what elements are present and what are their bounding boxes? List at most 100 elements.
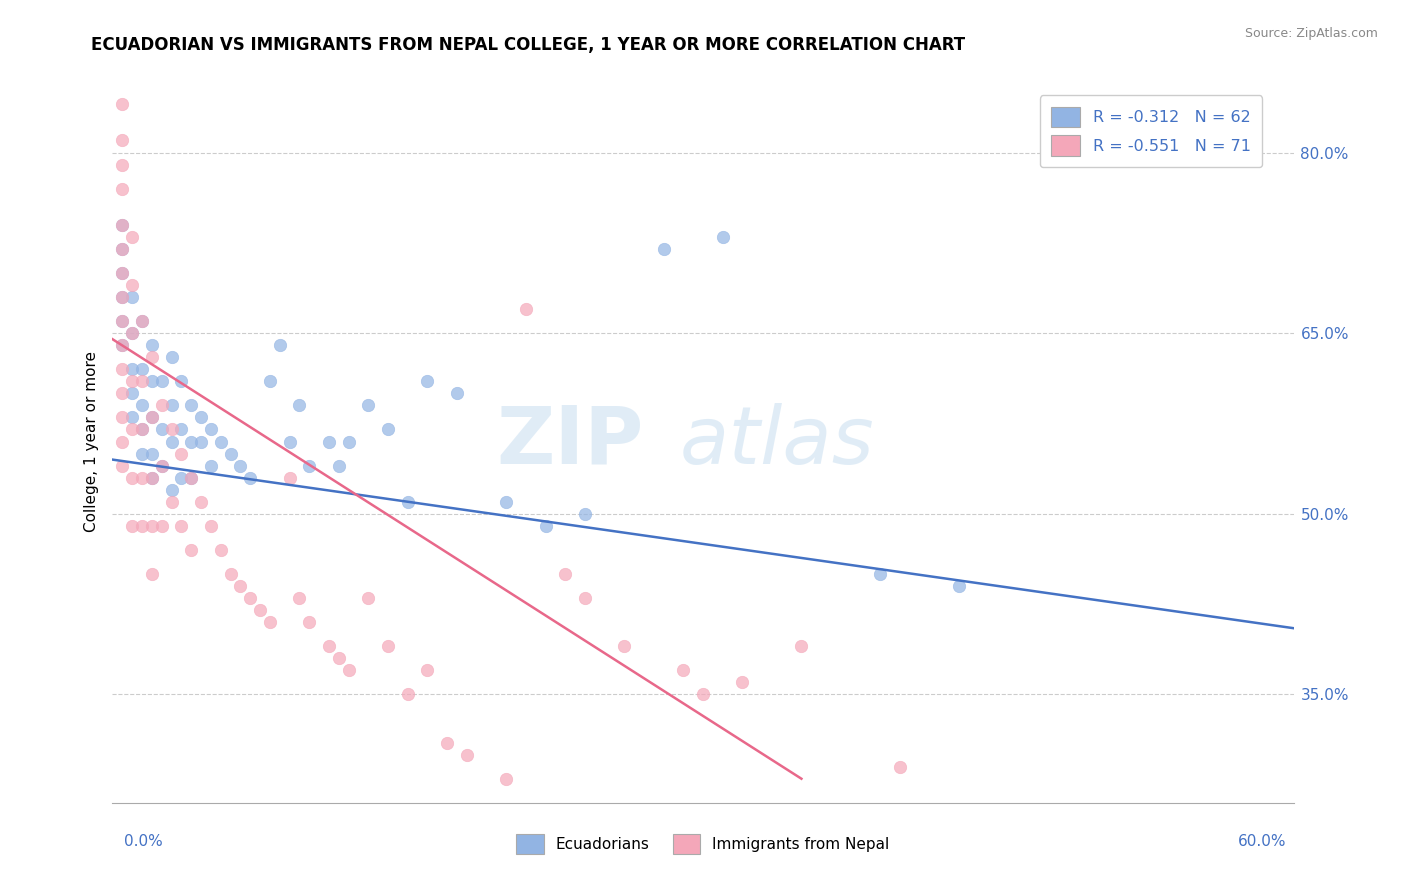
Point [209,434,232,449]
Point [111,386,134,401]
Point [141,350,163,364]
Point [141,567,163,582]
Point [416,374,439,388]
Text: atlas: atlas [679,402,875,481]
Point [150,398,173,412]
Point [111,410,134,425]
Point [219,446,242,460]
Point [200,518,222,533]
Point [150,458,173,473]
Point [170,446,193,460]
Point [180,470,202,484]
Point [150,422,173,436]
Point [141,410,163,425]
Point [889,759,911,773]
Point [269,338,291,352]
Point [121,518,143,533]
Point [377,639,399,653]
Point [328,458,350,473]
Point [170,374,193,388]
Point [121,229,143,244]
Point [111,458,134,473]
Point [652,242,675,256]
Point [209,542,232,557]
Point [131,314,153,328]
Point [121,290,143,304]
Point [111,434,134,449]
Point [121,277,143,292]
Point [170,518,193,533]
Point [111,157,134,171]
Point [219,567,242,582]
Point [111,338,134,352]
Point [131,422,153,436]
Point [337,664,360,678]
Point [121,470,143,484]
Point [869,567,891,582]
Point [111,338,134,352]
Point [170,470,193,484]
Point [111,218,134,232]
Point [111,242,134,256]
Text: ECUADORIAN VS IMMIGRANTS FROM NEPAL COLLEGE, 1 YEAR OR MORE CORRELATION CHART: ECUADORIAN VS IMMIGRANTS FROM NEPAL COLL… [91,36,966,54]
Point [160,483,183,497]
Point [200,422,222,436]
Point [131,422,153,436]
Point [131,518,153,533]
Point [160,398,183,412]
Point [318,639,340,653]
Point [180,434,202,449]
Point [337,434,360,449]
Point [436,735,458,749]
Point [554,567,576,582]
Point [239,470,262,484]
Text: 60.0%: 60.0% [1239,834,1286,849]
Point [456,747,478,762]
Point [672,664,695,678]
Point [515,301,537,316]
Point [121,326,143,340]
Point [229,579,252,593]
Point [131,374,153,388]
Point [111,266,134,280]
Legend: Ecuadorians, Immigrants from Nepal: Ecuadorians, Immigrants from Nepal [510,829,896,860]
Point [121,410,143,425]
Point [357,398,380,412]
Point [249,603,271,617]
Point [121,374,143,388]
Point [141,470,163,484]
Point [200,458,222,473]
Point [180,470,202,484]
Point [160,422,183,436]
Point [298,458,321,473]
Point [298,615,321,630]
Point [111,97,134,112]
Point [111,242,134,256]
Point [141,338,163,352]
Point [111,133,134,147]
Point [170,422,193,436]
Point [141,410,163,425]
Point [141,446,163,460]
Point [278,434,301,449]
Point [328,651,350,665]
Point [121,362,143,376]
Point [121,326,143,340]
Point [416,664,439,678]
Point [131,470,153,484]
Text: ZIP: ZIP [496,402,644,481]
Point [160,494,183,508]
Point [692,687,714,701]
Point [446,386,468,401]
Point [180,398,202,412]
Point [160,434,183,449]
Point [534,518,557,533]
Point [495,494,517,508]
Point [111,181,134,195]
Point [141,374,163,388]
Point [259,374,281,388]
Point [711,229,734,244]
Point [121,386,143,401]
Text: Source: ZipAtlas.com: Source: ZipAtlas.com [1244,27,1378,40]
Point [396,494,419,508]
